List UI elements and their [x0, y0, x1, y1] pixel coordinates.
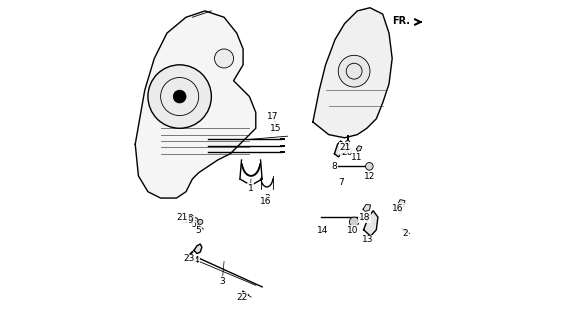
- Circle shape: [173, 90, 186, 103]
- Polygon shape: [356, 146, 362, 151]
- Text: 4: 4: [193, 256, 199, 265]
- Text: 13: 13: [362, 236, 373, 244]
- Circle shape: [346, 140, 350, 145]
- Text: 11: 11: [351, 153, 362, 162]
- Polygon shape: [363, 204, 371, 212]
- Text: 2: 2: [402, 229, 408, 238]
- Text: 21: 21: [340, 143, 351, 152]
- Text: 16: 16: [392, 204, 404, 213]
- Text: 17: 17: [267, 112, 278, 121]
- Text: 3: 3: [220, 277, 225, 286]
- Polygon shape: [397, 200, 405, 208]
- Circle shape: [338, 55, 370, 87]
- Text: 19: 19: [183, 216, 194, 225]
- Text: 16: 16: [259, 197, 271, 206]
- Text: 15: 15: [270, 124, 282, 133]
- Polygon shape: [313, 8, 392, 138]
- Text: 10: 10: [347, 226, 358, 235]
- Text: 14: 14: [317, 226, 329, 235]
- Polygon shape: [135, 11, 256, 198]
- Text: 7: 7: [338, 178, 344, 187]
- Text: 8: 8: [332, 163, 338, 172]
- Circle shape: [350, 217, 359, 227]
- Circle shape: [366, 163, 373, 170]
- Circle shape: [188, 215, 193, 220]
- Text: 21: 21: [177, 212, 188, 222]
- Text: 2: 2: [264, 194, 270, 203]
- Text: FR.: FR.: [392, 16, 409, 26]
- Circle shape: [214, 49, 233, 68]
- Text: 6: 6: [190, 220, 196, 228]
- Circle shape: [148, 65, 212, 128]
- Polygon shape: [363, 211, 378, 236]
- Text: 22: 22: [236, 292, 247, 301]
- Text: 18: 18: [359, 213, 370, 222]
- Circle shape: [198, 219, 203, 224]
- Text: 12: 12: [363, 172, 375, 181]
- Polygon shape: [335, 141, 344, 157]
- Text: 9: 9: [396, 207, 402, 216]
- Text: 5: 5: [195, 226, 201, 235]
- Text: 1: 1: [247, 184, 253, 193]
- Text: 23: 23: [183, 254, 195, 263]
- Text: 20: 20: [341, 148, 352, 156]
- Circle shape: [193, 218, 198, 223]
- Polygon shape: [194, 244, 202, 253]
